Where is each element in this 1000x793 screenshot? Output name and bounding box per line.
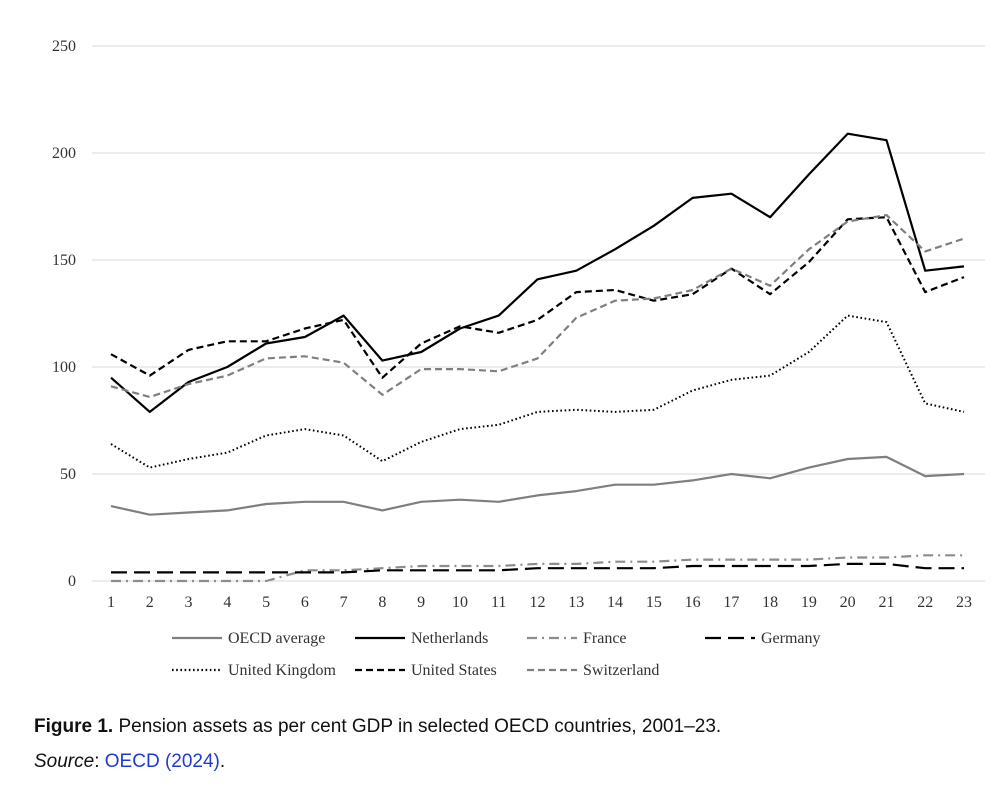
x-tick-label: 5 [262,594,270,611]
legend-label: Switzerland [583,662,659,679]
x-tick-label: 9 [417,594,425,611]
y-tick-label: 200 [52,145,76,162]
x-tick-label: 16 [685,594,701,611]
x-tick-label: 18 [762,594,778,611]
x-tick-label: 22 [917,594,933,611]
legend: OECD average Netherlands France Germany Unit… [172,630,821,679]
legend-label: United States [411,662,497,679]
source-line: Source: OECD (2024). [34,751,974,773]
series-line-switzerland [110,214,965,399]
x-tick-label: 10 [452,594,468,611]
y-tick-label: 250 [52,38,76,55]
y-axis-ticks: 0 50 100 150 200 250 [52,38,76,590]
figure-caption: Figure 1. Pension assets as per cent GDP… [34,716,974,738]
x-tick-label: 6 [301,594,309,611]
x-tick-label: 19 [801,594,817,611]
x-tick-label: 7 [340,594,348,611]
y-tick-label: 150 [52,252,76,269]
x-tick-label: 8 [378,594,386,611]
x-tick-label: 4 [223,594,231,611]
x-tick-label: 23 [956,594,972,611]
legend-label: Germany [761,630,821,647]
x-tick-label: 15 [646,594,662,611]
x-tick-label: 21 [878,594,894,611]
x-tick-label: 12 [530,594,546,611]
caption-text: Pension assets as per cent GDP in select… [113,716,722,737]
source-separator: : [94,751,105,772]
source-label: Source [34,751,95,772]
legend-label: United Kingdom [228,662,337,679]
x-tick-label: 2 [146,594,154,611]
gridlines [92,45,985,582]
legend-label: France [583,630,627,647]
y-tick-label: 100 [52,359,76,376]
x-tick-label: 13 [568,594,584,611]
x-tick-label: 14 [607,594,623,611]
series-line-france [111,554,964,583]
x-tick-label: 20 [840,594,856,611]
x-tick-label: 11 [491,594,506,611]
source-end: . [219,751,226,772]
legend-label: OECD average [228,630,325,647]
x-tick-label: 17 [723,594,739,611]
series-line-united-kingdom [110,314,965,469]
series-lines [110,132,965,583]
series-line-netherlands [110,132,965,413]
series-line-germany [111,562,964,574]
x-tick-label: 1 [107,594,115,611]
legend-label: Netherlands [411,630,488,647]
series-line-oecd-average [110,455,965,516]
x-tick-label: 3 [185,594,193,611]
series-line-united-states [110,216,965,379]
source-link[interactable]: OECD (2024) [104,751,220,772]
y-tick-label: 50 [60,466,76,483]
y-tick-label: 0 [68,573,76,590]
figure-label: Figure 1. [34,716,114,737]
x-axis-ticks: 1 2 3 4 5 6 7 8 9 10 11 12 13 14 15 16 17 18 19 20 21 22 23 [107,594,972,611]
